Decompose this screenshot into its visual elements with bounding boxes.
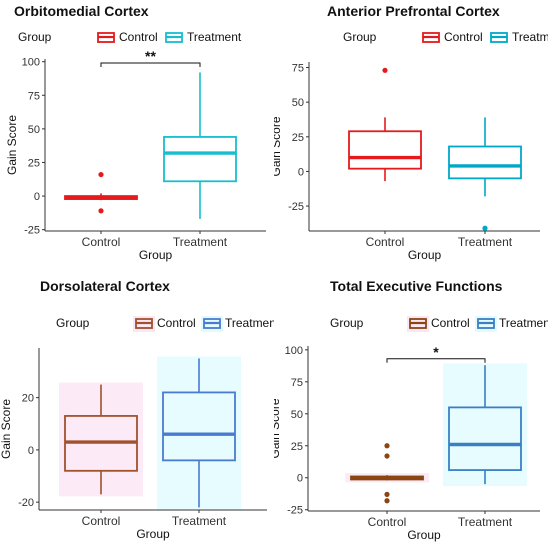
outlier-point [98, 208, 104, 214]
boxplot-dorsolateral: Dorsolateral Cortex Group Control Treatment… [0, 278, 274, 541]
box-control [59, 382, 143, 497]
y-tick-label: 0 [28, 445, 34, 457]
y-tick-label: -25 [24, 225, 40, 237]
x-axis-title: Group [408, 248, 442, 262]
y-tick-label: 25 [28, 157, 40, 169]
y-tick-label: 0 [298, 166, 304, 178]
outlier-point [384, 491, 390, 497]
box-control [64, 171, 138, 214]
x-axis-title: Group [136, 527, 170, 541]
y-tick-label: 100 [285, 345, 303, 357]
y-tick-label: 75 [28, 90, 40, 102]
outlier-point [382, 67, 388, 73]
legend-title: Group [330, 316, 364, 330]
x-tick-label-treatment: Treatment [458, 515, 513, 529]
y-tick-label: 0 [34, 191, 40, 203]
y-axis-title: Gain Score [274, 116, 283, 176]
y-tick-label: -20 [18, 497, 34, 509]
y-tick-label: 50 [28, 124, 40, 136]
y-tick-label: 50 [292, 97, 304, 109]
box-treatment [443, 363, 527, 487]
y-tick-label: 25 [292, 132, 304, 144]
y-tick-label: 20 [22, 393, 34, 405]
x-tick-label-control: Control [82, 235, 121, 249]
y-tick-label: -25 [287, 505, 303, 517]
y-axis-title: Gain Score [5, 115, 19, 175]
outlier-point [384, 453, 390, 459]
chart-title: Dorsolateral Cortex [40, 278, 170, 294]
legend-title: Group [56, 316, 90, 330]
box-treatment [448, 117, 522, 231]
outlier-point [482, 225, 488, 231]
y-tick-label: -25 [288, 201, 304, 213]
y-tick-label: 100 [22, 57, 40, 69]
chart-title: Orbitomedial Cortex [14, 3, 149, 19]
chart-panel-anterior-prefrontal: Anterior Prefrontal Cortex Group Control Tr… [274, 0, 548, 275]
box-iqr [162, 391, 236, 462]
box-control [345, 443, 429, 504]
y-tick-label: 25 [291, 441, 303, 453]
significance-label: ** [145, 48, 156, 64]
outlier-point [384, 443, 390, 449]
chart-panel-orbitomedial: Orbitomedial Cortex Group Control Treatment… [0, 0, 274, 275]
outlier-point [384, 498, 390, 504]
box-iqr [448, 406, 522, 471]
y-axis-title: Gain Score [274, 398, 282, 458]
legend-label-control: Control [119, 30, 158, 44]
significance-bracket [386, 358, 486, 363]
chart-panel-total-executive: Total Executive Functions Group Control Tre… [274, 275, 548, 550]
chart-panel-dorsolateral: Dorsolateral Cortex Group Control Treatment… [0, 275, 274, 550]
box-treatment [157, 356, 241, 510]
x-tick-label-control: Control [82, 514, 121, 528]
legend-label-control: Control [431, 316, 470, 330]
significance-bracket [100, 62, 201, 68]
x-tick-label-treatment: Treatment [172, 514, 227, 528]
y-tick-label: 75 [292, 63, 304, 75]
y-tick-label: 75 [291, 377, 303, 389]
x-tick-label-control: Control [368, 515, 407, 529]
legend-label-control: Control [444, 30, 483, 44]
legend-title: Group [18, 30, 52, 44]
legend-title: Group [343, 30, 377, 44]
box-control [348, 67, 422, 182]
chart-title: Total Executive Functions [330, 278, 503, 294]
x-axis-title: Group [139, 248, 173, 262]
box-iqr [163, 136, 237, 183]
legend-label-treatment: Treatment [187, 30, 242, 44]
y-tick-label: 50 [291, 409, 303, 421]
x-tick-label-treatment: Treatment [173, 235, 228, 249]
legend-label-treatment: Treatment [499, 316, 548, 330]
x-axis-title: Group [407, 528, 441, 542]
legend-label-treatment: Treatment [225, 316, 274, 330]
boxplot-orbitomedial: Orbitomedial Cortex Group Control Treatment… [5, 3, 266, 262]
x-tick-label-treatment: Treatment [458, 235, 513, 249]
legend-label-treatment: Treatment [512, 30, 548, 44]
x-tick-label-control: Control [366, 235, 405, 249]
y-axis-title: Gain Score [0, 399, 13, 459]
y-tick-label: 0 [297, 473, 303, 485]
box-iqr [348, 130, 422, 170]
chart-title: Anterior Prefrontal Cortex [327, 3, 500, 19]
legend-label-control: Control [157, 316, 196, 330]
significance-label: * [433, 344, 439, 360]
outlier-point [98, 171, 104, 178]
box-treatment [163, 72, 237, 219]
box-iqr [448, 145, 522, 180]
